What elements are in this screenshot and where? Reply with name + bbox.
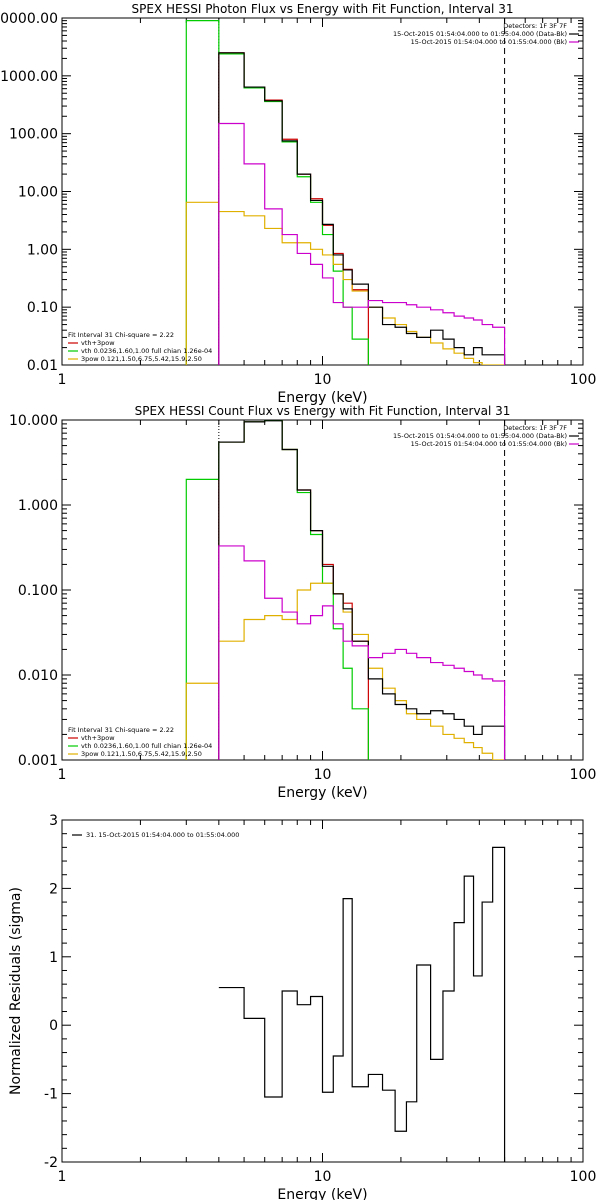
y-tick-label: 0.010 [18, 668, 58, 684]
series-line-5 [218, 545, 506, 760]
chart-title: SPEX HESSI Photon Flux vs Energy with Fi… [132, 2, 514, 16]
series-line-1 [218, 846, 506, 1162]
series-line-2 [185, 20, 369, 365]
series-line-3 [185, 201, 505, 365]
legend-label: Detectors: 1F 3F 7F [503, 424, 567, 432]
y-tick-label: 10.000 [9, 413, 58, 429]
chart-title: SPEX HESSI Count Flux vs Energy with Fit… [135, 404, 511, 418]
x-tick-label: 10 [314, 1169, 332, 1185]
series-line-4 [218, 52, 506, 365]
y-axis-label: Normalized Residuals (sigma) [8, 887, 24, 1095]
x-tick-label: 100 [570, 372, 597, 388]
y-tick-label: 0 [49, 1018, 58, 1034]
legend-label: 15-Oct-2015 01:54:04.000 to 01:55:04.000… [393, 30, 567, 38]
y-tick-label: 0000.00 [0, 11, 58, 27]
y-tick-label: 0.10 [27, 300, 58, 316]
x-tick-label: 100 [570, 767, 597, 783]
legend-label: Fit Interval 31 Chi-square = 2.22 [68, 331, 174, 339]
legend-label: vth+3pow [81, 339, 115, 347]
chart-2: SPEX HESSI Count Flux vs Energy with Fit… [9, 404, 596, 801]
legend-label: Detectors: 1F 3F 7F [503, 22, 567, 30]
y-tick-label: 1000.00 [0, 69, 58, 85]
legend-label: vth 0.0236,1.60,1.00 full chian 1.26e-04 [81, 347, 212, 355]
series-group [218, 846, 506, 1162]
series-line-1 [218, 420, 369, 760]
y-tick-label: 0.001 [18, 753, 58, 769]
x-tick-label: 1 [58, 372, 67, 388]
x-tick-label: 100 [570, 1169, 597, 1185]
y-tick-label: 100.00 [9, 127, 58, 143]
legend-label: 15-Oct-2015 01:54:04.000 to 01:55:04.000… [411, 440, 567, 448]
series-line-1 [218, 52, 369, 365]
y-tick-label: 0.01 [27, 358, 58, 374]
x-tick-label: 10 [314, 372, 332, 388]
legend-label: 15-Oct-2015 01:54:04.000 to 01:55:04.000… [411, 38, 567, 46]
series-line-4 [218, 420, 506, 760]
y-tick-label: 3 [49, 813, 58, 829]
y-tick-label: 0.100 [18, 583, 58, 599]
x-axis-label: Energy (keV) [277, 1187, 367, 1200]
series-line-3 [185, 582, 505, 760]
series-group [185, 20, 506, 365]
x-tick-label: 10 [314, 767, 332, 783]
y-tick-label: 1.00 [27, 242, 58, 258]
legend-label: Fit Interval 31 Chi-square = 2.22 [68, 726, 174, 734]
chart-1: SPEX HESSI Photon Flux vs Energy with Fi… [0, 2, 596, 406]
legend-label: vth+3pow [81, 734, 115, 742]
legend-label: 31. 15-Oct-2015 01:54:04.000 to 01:55:04… [86, 831, 239, 839]
legend-label: 3pow 0.121,1.50,6.75,5.42,15.9,2.50 [81, 750, 202, 758]
y-tick-label: 1 [49, 950, 58, 966]
y-tick-label: 10.00 [18, 185, 58, 201]
chart-3: 1 10 100 Energy (keV) -2 -1 0 1 2 3 Normalized Res… [8, 813, 596, 1200]
x-tick-label: 1 [58, 767, 67, 783]
x-axis-label: Energy (keV) [277, 390, 367, 406]
y-tick-label: 2 [49, 881, 58, 897]
y-tick-label: -1 [44, 1087, 58, 1103]
legend-label: 3pow 0.121,1.50,6.75,5.42,15.9,2.50 [81, 355, 202, 363]
series-line-2 [185, 420, 369, 760]
x-tick-label: 1 [58, 1169, 67, 1185]
x-axis-label: Energy (keV) [277, 785, 367, 801]
y-tick-label: 1.000 [18, 498, 58, 514]
legend-label: vth 0.0236,1.60,1.00 full chian 1.26e-04 [81, 742, 212, 750]
legend-label: 15-Oct-2015 01:54:04.000 to 01:55:04.000… [393, 432, 567, 440]
series-line-5 [218, 122, 506, 365]
series-group [185, 420, 506, 760]
y-tick-label: -2 [44, 1155, 58, 1171]
